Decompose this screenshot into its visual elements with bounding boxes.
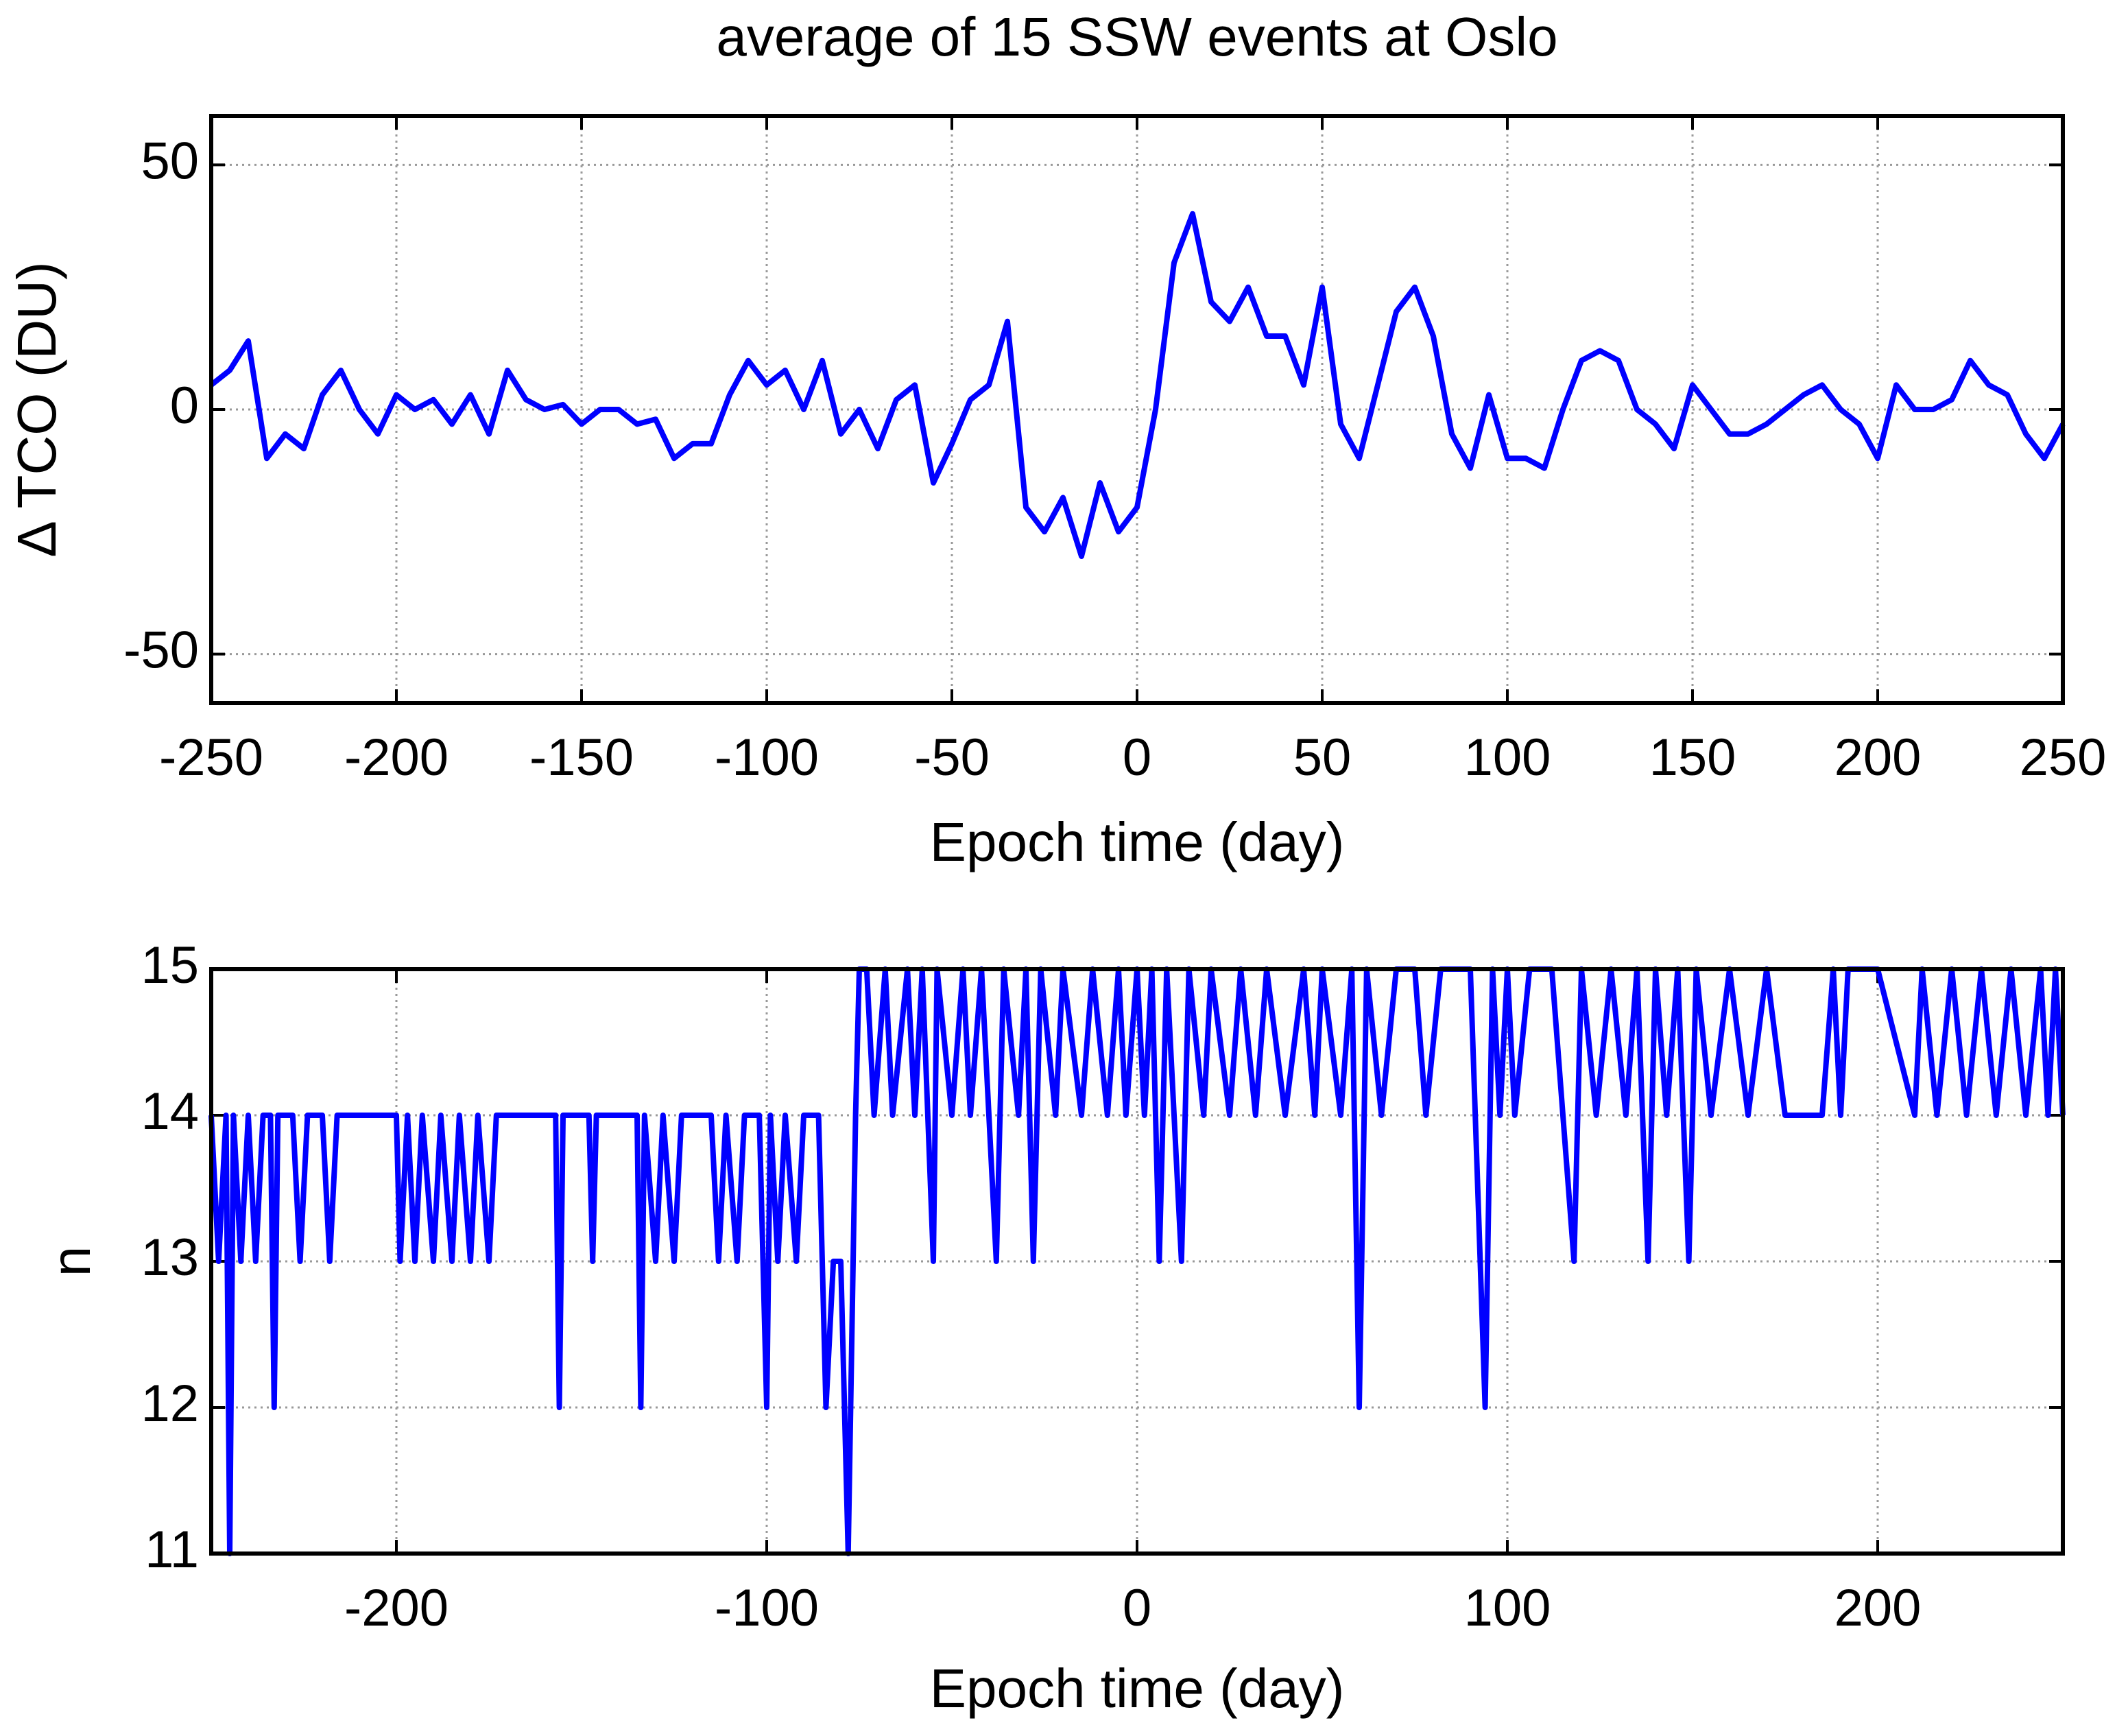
- x-tick-label: 100: [1464, 728, 1551, 787]
- y-tick-label: 50: [141, 132, 199, 190]
- x-tick-label: -50: [914, 728, 990, 787]
- y-tick-label: 11: [145, 1521, 199, 1579]
- y-tick-label: 13: [141, 1228, 199, 1287]
- axes-box: [209, 114, 2065, 705]
- x-tick-label: -150: [529, 728, 634, 787]
- x-tick-label: 200: [1834, 728, 1922, 787]
- y-tick-label: -50: [123, 621, 199, 680]
- y-axis-label: n: [40, 1246, 101, 1277]
- y-tick-label: 14: [141, 1082, 199, 1141]
- y-tick-label: 15: [141, 936, 199, 995]
- x-tick-label: 0: [1123, 1579, 1151, 1637]
- y-tick-label: 0: [170, 377, 199, 435]
- data-line: [209, 211, 2066, 559]
- x-tick-label: -200: [344, 728, 449, 787]
- x-tick-label: -200: [344, 1579, 449, 1637]
- x-tick-label: -250: [159, 728, 263, 787]
- x-tick-label: -100: [715, 1579, 819, 1637]
- x-tick-label: 150: [1649, 728, 1736, 787]
- axes-box: [209, 967, 2065, 1556]
- x-axis-label: Epoch time (day): [930, 1658, 1345, 1719]
- x-tick-label: -100: [715, 728, 819, 787]
- x-tick-label: 200: [1834, 1579, 1922, 1637]
- x-tick-label: 250: [2020, 728, 2107, 787]
- y-axis-label: Δ TCO (DU): [6, 261, 67, 557]
- chart-title: average of 15 SSW events at Oslo: [716, 6, 1557, 67]
- data-line: [208, 966, 2066, 1556]
- y-tick-label: 12: [141, 1375, 199, 1433]
- x-tick-label: 100: [1464, 1579, 1551, 1637]
- x-axis-label: Epoch time (day): [930, 811, 1345, 872]
- x-tick-label: 0: [1123, 728, 1151, 787]
- x-tick-label: 50: [1293, 728, 1352, 787]
